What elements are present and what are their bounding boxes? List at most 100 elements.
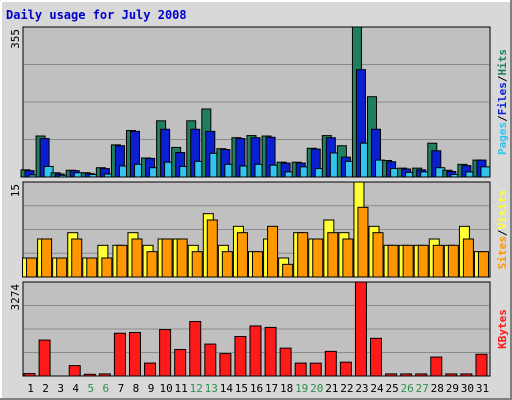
- side-label-kbytes: KBytes: [496, 309, 509, 349]
- bar-kbytes-day-23: [354, 281, 367, 377]
- x-tick-label-day-8: 8: [133, 382, 140, 395]
- bar-kbytes-day-22: [339, 361, 352, 377]
- bar-kbytes-day-26: [400, 373, 413, 377]
- bar-kbytes-day-17: [264, 326, 277, 377]
- bar-sites-day-28: [432, 244, 444, 278]
- y-axis-max-label: 15: [9, 184, 22, 197]
- x-tick-label-day-24: 24: [370, 382, 384, 395]
- x-tick-label-day-11: 11: [175, 382, 188, 395]
- bar-pages-day-31: [480, 166, 491, 178]
- bar-sites-day-19: [297, 232, 309, 278]
- x-tick-label-day-6: 6: [103, 382, 110, 395]
- chart-panels: 355Pages/Files/Hits15Sites/Visits3274KBy…: [9, 26, 509, 395]
- side-label-separator: /: [496, 75, 509, 82]
- bar-sites-day-27: [417, 244, 429, 278]
- bar-sites-day-26: [402, 244, 414, 278]
- bar-sites-day-4: [71, 238, 83, 278]
- bar-sites-day-22: [342, 238, 354, 278]
- side-series-labels: Pages/Files/Hits: [496, 49, 509, 155]
- x-axis-labels: 1 2 3 4 5 6 7 8 9 10 11 12 13 14 15 16 17 18 19 20 21 22 23 24 2…: [27, 382, 489, 395]
- x-tick-label-day-22: 22: [340, 382, 353, 395]
- x-tick-label-day-5: 5: [87, 382, 94, 395]
- bar-sites-day-8: [131, 238, 143, 278]
- bar-sites-day-25: [387, 244, 399, 278]
- bar-sites-day-17: [267, 225, 279, 278]
- bar-kbytes-day-13: [204, 343, 217, 377]
- side-label-visits: Visits: [496, 190, 509, 230]
- bar-kbytes-day-30: [460, 373, 473, 377]
- x-tick-label-day-14: 14: [220, 382, 234, 395]
- bar-sites-day-21: [327, 232, 339, 278]
- chart-title: Daily usage for July 2008: [6, 8, 187, 22]
- x-tick-label-day-1: 1: [27, 382, 34, 395]
- bar-sites-day-15: [236, 232, 248, 278]
- x-tick-label-day-15: 15: [235, 382, 248, 395]
- bar-kbytes-day-11: [174, 348, 187, 377]
- bar-kbytes-day-21: [324, 350, 337, 377]
- bar-sites-day-14: [221, 251, 233, 278]
- bar-kbytes-day-19: [294, 362, 307, 377]
- bar-kbytes-day-12: [189, 321, 202, 377]
- x-tick-label-day-17: 17: [265, 382, 278, 395]
- bar-kbytes-day-9: [144, 362, 157, 377]
- panel-3: 3274 KBytes: [9, 281, 509, 377]
- y-axis-max-label: 3274: [9, 284, 22, 311]
- bar-kbytes-day-4: [68, 365, 81, 377]
- bar-kbytes-day-27: [415, 373, 428, 377]
- side-label-files: Files: [496, 82, 509, 115]
- bar-kbytes-day-2: [38, 339, 51, 377]
- bar-sites-day-3: [56, 257, 68, 278]
- bar-sites-day-6: [101, 257, 113, 278]
- bar-sites-day-18: [282, 263, 294, 278]
- x-tick-label-day-18: 18: [280, 382, 293, 395]
- bar-sites-day-2: [41, 238, 53, 278]
- bar-sites-day-24: [372, 232, 384, 278]
- side-label-pages: Pages: [496, 122, 509, 155]
- bar-kbytes-day-16: [249, 325, 262, 377]
- x-tick-label-day-25: 25: [385, 382, 398, 395]
- x-tick-label-day-9: 9: [148, 382, 155, 395]
- side-series-labels: Sites/Visits: [496, 190, 509, 270]
- bar-sites-day-13: [206, 219, 218, 278]
- bar-kbytes-day-10: [159, 329, 172, 377]
- x-tick-label-day-16: 16: [250, 382, 263, 395]
- bar-sites-day-7: [116, 244, 128, 278]
- bar-kbytes-day-20: [309, 362, 322, 377]
- x-tick-label-day-26: 26: [401, 382, 414, 395]
- x-tick-label-day-20: 20: [310, 382, 323, 395]
- bar-kbytes-day-6: [98, 373, 111, 377]
- bar-kbytes-day-5: [83, 373, 96, 377]
- bar-sites-day-29: [447, 244, 459, 278]
- bar-sites-day-20: [312, 238, 324, 278]
- bar-kbytes-day-15: [234, 335, 247, 377]
- bar-sites-day-9: [146, 251, 158, 278]
- bar-kbytes-day-24: [370, 337, 383, 377]
- x-tick-label-day-19: 19: [295, 382, 308, 395]
- x-tick-label-day-27: 27: [416, 382, 429, 395]
- x-tick-label-day-13: 13: [205, 382, 218, 395]
- bar-kbytes-day-8: [128, 331, 141, 377]
- x-tick-label-day-7: 7: [118, 382, 125, 395]
- x-tick-label-day-23: 23: [355, 382, 368, 395]
- bar-sites-day-23: [357, 206, 369, 278]
- bar-pages-day-2: [43, 165, 54, 178]
- x-tick-label-day-30: 30: [461, 382, 474, 395]
- side-label-separator: /: [496, 115, 509, 122]
- side-label-separator: /: [496, 229, 509, 236]
- side-label-sites: Sites: [496, 236, 509, 269]
- x-tick-label-day-21: 21: [325, 382, 338, 395]
- x-tick-label-day-3: 3: [57, 382, 64, 395]
- panel-2: 15 Sites/Visits: [9, 181, 509, 278]
- x-tick-label-day-28: 28: [431, 382, 444, 395]
- bar-kbytes-day-31: [475, 353, 488, 377]
- bar-sites-day-12: [191, 251, 203, 278]
- bar-sites-day-10: [161, 238, 173, 278]
- bar-sites-day-5: [86, 257, 98, 278]
- x-tick-label-day-29: 29: [446, 382, 459, 395]
- bar-kbytes-day-14: [219, 353, 232, 377]
- x-tick-label-day-12: 12: [190, 382, 203, 395]
- bar-sites-day-31: [477, 251, 489, 278]
